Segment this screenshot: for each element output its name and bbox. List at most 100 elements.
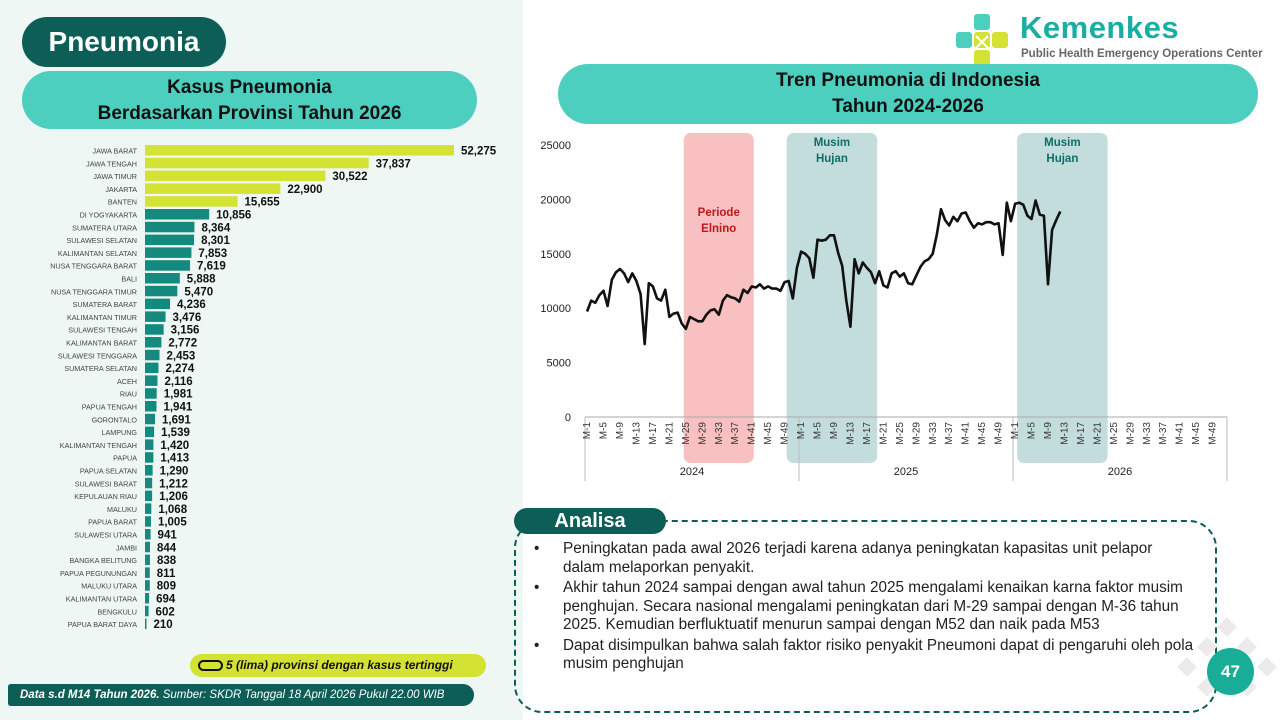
bar (145, 209, 210, 220)
period-band-rain (1017, 133, 1108, 463)
x-week-label: M-41 (1175, 422, 1186, 445)
bar (145, 605, 149, 617)
bar-value-label: 1,005 (158, 517, 187, 529)
legend-swatch (198, 660, 223, 671)
bar-category-label: PAPUA TENGAH (82, 403, 137, 412)
bar-category-label: BENGKULU (97, 607, 137, 616)
x-year-label: 2026 (1108, 466, 1132, 478)
x-week-label: M-45 (977, 422, 988, 445)
x-week-label: M-37 (730, 422, 741, 445)
x-week-label: M-17 (862, 422, 873, 445)
bar-value-label: 1,981 (164, 389, 193, 401)
bar-value-label: 1,941 (163, 402, 192, 414)
period-label-line1: Periode (698, 207, 740, 219)
bar (145, 234, 195, 246)
bar-category-label: SULAWESI UTARA (74, 531, 137, 540)
bar-value-label: 8,364 (201, 222, 230, 234)
bar-category-label: LAMPUNG (101, 428, 137, 437)
x-week-label: M-5 (1027, 422, 1038, 440)
bar (145, 503, 152, 514)
bar-value-label: 1,206 (159, 491, 188, 503)
bar-value-label: 52,275 (461, 146, 497, 158)
bar-category-label: BANGKA BELITUNG (69, 556, 137, 565)
bar (145, 541, 150, 553)
bar (145, 426, 155, 438)
bar (145, 285, 178, 297)
x-week-label: M-1 (582, 422, 593, 440)
x-week-label: M-29 (697, 422, 708, 445)
bar-value-label: 1,290 (160, 466, 189, 478)
bar (145, 490, 153, 502)
bar-category-label: PAPUA SELATAN (80, 467, 137, 476)
x-week-label: M-21 (664, 422, 675, 445)
bar (145, 247, 192, 258)
x-week-label: M-49 (1208, 422, 1219, 445)
bar-value-label: 1,212 (159, 478, 188, 490)
bar-value-label: 2,772 (168, 338, 197, 350)
x-week-label: M-29 (1125, 422, 1136, 445)
page-number: 47 (1207, 648, 1254, 695)
bar-value-label: 5,470 (184, 286, 213, 298)
y-tick-label: 0 (565, 412, 571, 424)
y-tick-label: 15000 (540, 249, 571, 261)
bar-category-label: GORONTALO (92, 415, 138, 424)
bar-category-label: SUMATERA UTARA (72, 223, 137, 232)
bar-chart-header: Kasus Pneumonia Berdasarkan Provinsi Tah… (22, 71, 477, 129)
bar-category-label: KALIMANTAN SELATAN (58, 249, 137, 258)
pneumonia-trend-line-chart: Periode Elnino Musim Hujan Musim Hujan 0 5000 10… (540, 133, 1228, 481)
x-week-label: M-37 (944, 422, 955, 445)
bar-value-label: 2,274 (165, 363, 194, 375)
bar-category-label: BALI (121, 275, 137, 284)
bar-value-label: 838 (157, 555, 177, 567)
x-week-label: M-21 (878, 422, 889, 445)
x-week-label: M-5 (813, 422, 824, 440)
bar (145, 145, 454, 156)
bar-value-label: 210 (154, 619, 173, 631)
period-label-line1: Musim (1044, 137, 1080, 149)
bar-value-label: 8,301 (201, 235, 230, 247)
y-tick-label: 10000 (540, 303, 571, 315)
bar-value-label: 694 (156, 594, 176, 606)
source-bold: Data s.d M14 Tahun 2026. (20, 689, 160, 701)
bar-value-label: 37,837 (376, 158, 411, 170)
bar (145, 337, 162, 348)
legend-top-five: 5 (lima) provinsi dengan kasus tertinggi (190, 654, 486, 677)
analisa-point: Dapat disimpulkan bahwa salah faktor ris… (534, 637, 1194, 674)
period-band-rain (786, 133, 878, 463)
x-week-label: M-25 (895, 422, 906, 445)
bar-value-label: 1,413 (160, 453, 189, 465)
bar-value-label: 811 (157, 568, 176, 580)
x-week-label: M-45 (1191, 422, 1202, 445)
bar (145, 477, 153, 489)
x-week-label: M-49 (780, 422, 791, 445)
bar-value-label: 1,420 (160, 440, 189, 452)
x-week-label: M-17 (1076, 422, 1087, 445)
x-week-label: M-5 (599, 422, 610, 440)
x-week-label: M-9 (829, 422, 840, 440)
bar (145, 349, 160, 361)
bar-category-label: JAKARTA (105, 185, 137, 194)
legend-text: 5 (lima) provinsi dengan kasus tertinggi (226, 658, 453, 672)
x-week-label: M-33 (928, 422, 939, 445)
bar-category-label: KALIMANTAN TIMUR (67, 313, 137, 322)
bar (145, 362, 159, 374)
bar (145, 567, 150, 578)
bar (145, 554, 150, 566)
bar-category-label: SULAWESI SELATAN (66, 236, 137, 245)
period-label-line1: Musim (814, 137, 850, 149)
bar-value-label: 3,156 (171, 325, 200, 337)
bar (145, 324, 164, 335)
bar-category-label: MALUKU UTARA (81, 582, 137, 591)
bar-value-label: 10,856 (216, 210, 251, 222)
bar-category-label: SULAWESI BARAT (75, 479, 138, 488)
bar-value-label: 1,068 (158, 504, 187, 516)
x-week-label: M-25 (681, 422, 692, 445)
kemenkes-logo-icon (956, 14, 1008, 66)
line-chart-header: Tren Pneumonia di Indonesia Tahun 2024-2… (558, 64, 1258, 124)
logo-name: Kemenkes (1020, 10, 1180, 45)
logo-subtitle: Public Health Emergency Operations Cente… (1021, 48, 1263, 60)
bar-category-label: NUSA TENGGARA TIMUR (51, 287, 137, 296)
bar (145, 311, 166, 322)
bar-chart-header-line2: Berdasarkan Provinsi Tahun 2026 (97, 103, 402, 124)
bar (145, 196, 238, 207)
